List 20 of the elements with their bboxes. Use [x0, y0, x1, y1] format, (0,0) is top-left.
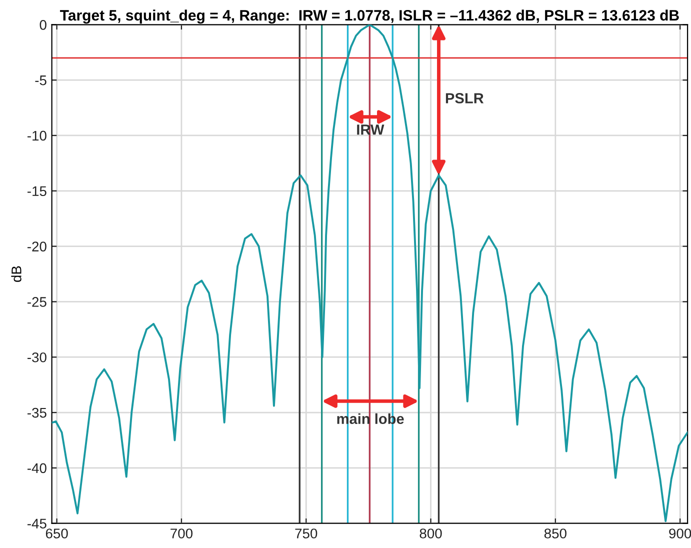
y-tick-label: -30: [28, 352, 46, 362]
x-tick-label: 900: [669, 528, 691, 538]
x-tick-label: 650: [46, 528, 68, 538]
x-tick-label: 700: [170, 528, 193, 538]
line-series: [52, 24, 688, 522]
x-tick-label: 800: [420, 528, 442, 538]
x-tick-label: 750: [295, 528, 318, 538]
y-tick-label: -40: [28, 463, 46, 474]
y-tick-label: -10: [28, 130, 46, 141]
annotation: PSLR: [446, 93, 484, 104]
y-tick-label: -45: [28, 518, 46, 529]
y-tick-label: -20: [28, 242, 46, 252]
y-tick-label: -25: [28, 297, 46, 307]
y-axis-title: dB: [11, 266, 22, 282]
y-tick-label: 0: [40, 20, 46, 30]
x-tick-label: 850: [544, 528, 566, 538]
chart-title: Target 5, squint_deg = 4, Range: IRW = 1.0778, ISLR = –11.4362 dB, PSLR = 13.6123 dB: [60, 10, 679, 24]
y-tick-label: -5: [35, 76, 46, 86]
y-tick-label: -15: [28, 186, 46, 196]
y-tick-label: -35: [28, 408, 46, 418]
